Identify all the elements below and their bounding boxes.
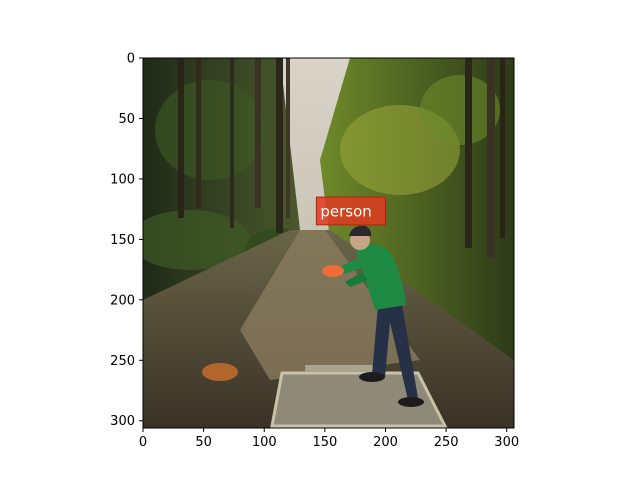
photo <box>143 58 514 428</box>
x-tick-label: 100 <box>252 435 277 450</box>
y-tick-label: 0 <box>127 52 135 67</box>
y-tick-label: 50 <box>118 112 135 127</box>
detection-label-box <box>315 196 386 226</box>
y-tick-label: 150 <box>110 233 135 248</box>
frisbee <box>322 265 344 277</box>
y-tick-label: 200 <box>110 293 135 308</box>
x-tick-label: 300 <box>494 435 519 450</box>
rock <box>202 363 238 381</box>
y-tick-label: 250 <box>110 354 135 369</box>
y-tick-label: 300 <box>110 414 135 429</box>
x-axis: 0 50 100 150 200 250 300 <box>139 428 519 450</box>
axes-frame <box>142 57 515 429</box>
x-tick-label: 200 <box>373 435 398 450</box>
x-tick-label: 0 <box>139 435 147 450</box>
x-tick-label: 50 <box>195 435 212 450</box>
disc-golf-player <box>322 225 424 407</box>
y-axis: 0 50 100 150 200 250 300 <box>110 52 143 429</box>
detection-label: person <box>320 202 371 220</box>
y-tick-label: 100 <box>110 172 135 187</box>
x-tick-label: 150 <box>312 435 337 450</box>
detections: person <box>315 196 386 226</box>
x-tick-label: 250 <box>434 435 459 450</box>
